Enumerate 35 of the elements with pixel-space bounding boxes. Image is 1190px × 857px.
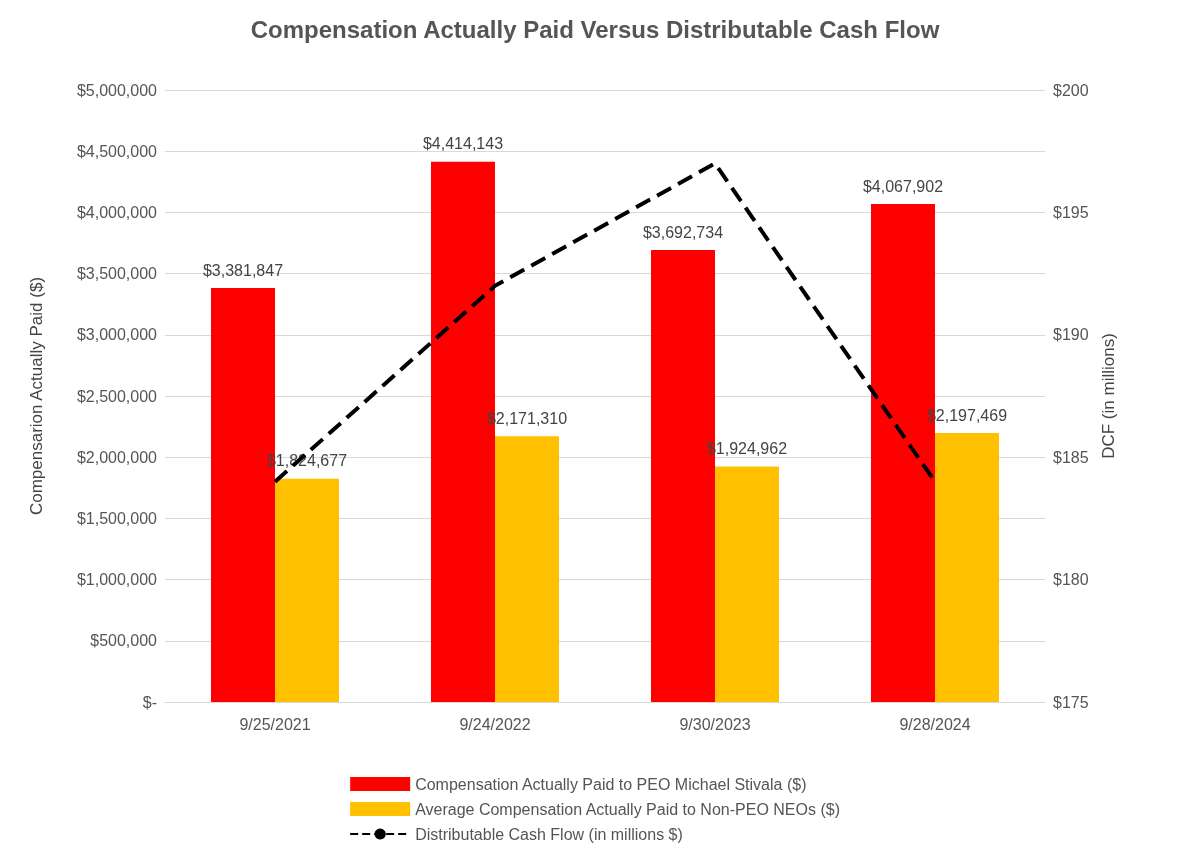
data-label: $3,381,847 <box>202 261 284 279</box>
y2-tick-label: $190 <box>1053 326 1089 344</box>
y-tick-label: $1,500,000 <box>76 509 158 527</box>
legend-label: Compensation Actually Paid to PEO Michael Stivala ($) <box>415 775 807 793</box>
bar <box>935 433 999 702</box>
legend-label: Distributable Cash Flow (in millions $) <box>415 825 683 843</box>
y2-tick-label: $195 <box>1053 203 1089 221</box>
bar <box>275 478 339 702</box>
y-axis-title: Compensarion Actually Paid ($) <box>27 276 46 516</box>
chart-title: Compensation Actually Paid Versus Distributable Cash Flow <box>250 15 940 43</box>
y-tick-label: $3,500,000 <box>76 265 158 283</box>
y-tick-label: $2,500,000 <box>76 387 158 405</box>
y-tick-label: $4,000,000 <box>76 203 158 221</box>
y-tick-label: $5,000,000 <box>76 81 158 99</box>
y2-tick-label: $180 <box>1053 571 1089 589</box>
x-tick-label: 9/28/2024 <box>899 715 971 733</box>
x-tick-label: 9/25/2021 <box>239 715 311 733</box>
data-label: $4,414,143 <box>422 135 504 153</box>
data-label: $4,067,902 <box>862 177 944 195</box>
x-tick-label: 9/30/2023 <box>679 715 751 733</box>
y-tick-label: $500,000 <box>90 632 158 650</box>
data-label: $3,692,734 <box>642 223 724 241</box>
bar <box>715 466 779 702</box>
legend-label: Average Compensation Actually Paid to Non-PEO NEOs ($) <box>415 800 840 818</box>
x-tick-label: 9/24/2022 <box>459 715 531 733</box>
y2-axis-title: DCF (in millions) <box>1099 333 1118 459</box>
y2-tick-label: $200 <box>1053 81 1089 99</box>
y-tick-label: $3,000,000 <box>76 326 158 344</box>
y-tick-label: $2,000,000 <box>76 448 158 466</box>
y2-tick-label: $185 <box>1053 448 1089 466</box>
y-tick-label: $1,000,000 <box>76 571 158 589</box>
y-tick-label: $4,500,000 <box>76 142 158 160</box>
y2-tick-label: $175 <box>1053 693 1089 711</box>
bar <box>495 436 559 702</box>
y-tick-label: $- <box>142 693 157 711</box>
